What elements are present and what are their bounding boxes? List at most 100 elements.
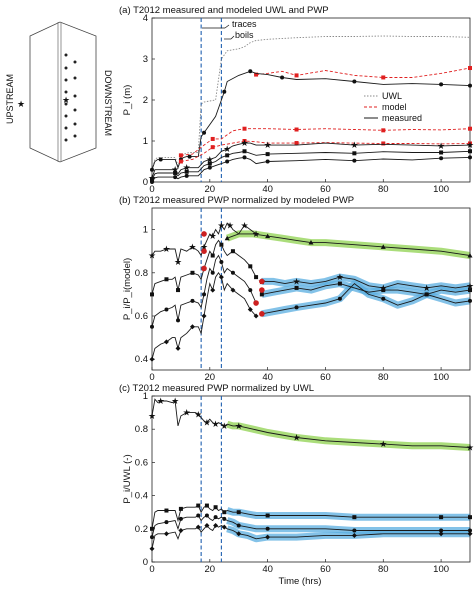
data-point xyxy=(221,524,227,530)
y-axis-label: P_i/UWL (-) xyxy=(122,454,133,503)
data-point xyxy=(380,244,386,249)
data-point: ★ xyxy=(252,230,260,240)
data-point xyxy=(163,339,169,345)
data-point xyxy=(222,89,227,94)
panel-c-title: (c) T2012 measured PWP normalized by UWL xyxy=(119,383,314,394)
data-point: ★ xyxy=(171,397,179,407)
y-tick-label: 0 xyxy=(143,557,148,568)
series-line xyxy=(151,398,471,448)
data-point: ★ xyxy=(209,232,217,242)
data-point: ★ xyxy=(336,273,344,283)
transition-marker xyxy=(201,231,207,237)
levee-schematic: UPSTREAM DOWNSTREAM ★ ★ xyxy=(5,21,113,163)
data-point xyxy=(352,151,357,156)
data-point: ★ xyxy=(293,434,301,444)
x-axis-label: Time (hrs) xyxy=(279,576,322,587)
x-tick-label: 80 xyxy=(378,184,389,195)
data-point: ★ xyxy=(293,277,301,287)
data-point xyxy=(439,515,444,520)
transition-marker xyxy=(259,278,265,285)
y-tick-label: 0.8 xyxy=(135,268,148,279)
sensor-dot xyxy=(64,102,68,106)
data-point xyxy=(184,173,189,178)
data-point xyxy=(196,503,201,508)
data-point xyxy=(190,298,195,303)
data-point xyxy=(202,292,207,297)
data-point: ★ xyxy=(240,139,248,149)
data-point xyxy=(178,153,183,158)
data-point xyxy=(204,522,210,528)
y-tick-label: 1 xyxy=(143,391,148,402)
data-point xyxy=(381,141,386,146)
data-point xyxy=(207,161,212,166)
series-line xyxy=(151,70,471,170)
data-point xyxy=(242,126,247,131)
data-point xyxy=(468,288,472,293)
sensor-dot xyxy=(73,94,77,98)
data-point xyxy=(439,82,444,87)
data-point xyxy=(352,515,357,520)
data-point xyxy=(248,264,253,269)
data-point xyxy=(213,522,219,528)
data-point: ★ xyxy=(148,412,156,422)
sensor-markers: ★ ★ xyxy=(17,53,77,142)
x-tick-label: 0 xyxy=(149,564,154,575)
data-point xyxy=(213,505,218,510)
legend-uwl-label: UWL xyxy=(382,91,402,101)
data-point xyxy=(253,313,259,319)
data-point xyxy=(467,531,473,537)
data-point xyxy=(225,153,230,158)
data-point xyxy=(230,249,235,254)
data-point xyxy=(230,287,236,293)
transition-marker xyxy=(259,287,265,293)
data-point: ★ xyxy=(171,166,179,176)
x-tick-label: 100 xyxy=(433,184,449,195)
data-point xyxy=(204,513,209,518)
series-line xyxy=(180,140,471,162)
data-point xyxy=(468,155,472,160)
transition-marker xyxy=(259,311,265,317)
data-point xyxy=(213,515,218,520)
sensor-dot xyxy=(73,134,77,138)
data-point xyxy=(265,513,270,518)
data-point xyxy=(164,277,169,282)
data-point: ★ xyxy=(220,422,228,432)
x-tick-label: 20 xyxy=(205,184,216,195)
data-point xyxy=(294,127,299,132)
data-point: ★ xyxy=(203,419,211,429)
data-point: ★ xyxy=(194,410,202,420)
sensor-dot xyxy=(64,138,68,142)
sensor-dot xyxy=(64,66,68,70)
data-point xyxy=(164,520,169,525)
y-tick-label: 4 xyxy=(143,13,148,24)
legend: UWL model measured xyxy=(364,91,422,123)
data-point xyxy=(381,288,386,293)
data-point: ★ xyxy=(148,252,156,262)
data-point xyxy=(225,159,230,164)
data-point: ★ xyxy=(217,221,225,231)
y-tick-label: 3 xyxy=(143,54,148,65)
data-point xyxy=(224,235,230,241)
data-point xyxy=(178,516,183,521)
x-tick-label: 40 xyxy=(262,564,273,575)
data-point: ★ xyxy=(212,420,220,430)
uncertainty-band xyxy=(226,420,471,451)
data-point: ★ xyxy=(188,243,196,253)
data-point xyxy=(352,158,357,163)
data-point xyxy=(163,531,169,537)
data-point xyxy=(195,524,201,530)
panel-b-title: (b) T2012 measured PWP normalized by mod… xyxy=(119,195,354,206)
x-tick-label: 40 xyxy=(262,184,273,195)
data-point: ★ xyxy=(235,422,243,432)
data-point xyxy=(381,128,386,133)
data-point xyxy=(439,150,444,155)
sensor-dot xyxy=(64,90,68,94)
series-line xyxy=(256,67,471,78)
data-point xyxy=(308,240,314,245)
data-point xyxy=(204,503,209,508)
legend-measured-label: measured xyxy=(382,113,422,123)
plot-frame xyxy=(151,395,471,563)
data-point xyxy=(242,155,247,160)
data-point: ★ xyxy=(379,440,387,450)
data-point xyxy=(150,292,154,297)
